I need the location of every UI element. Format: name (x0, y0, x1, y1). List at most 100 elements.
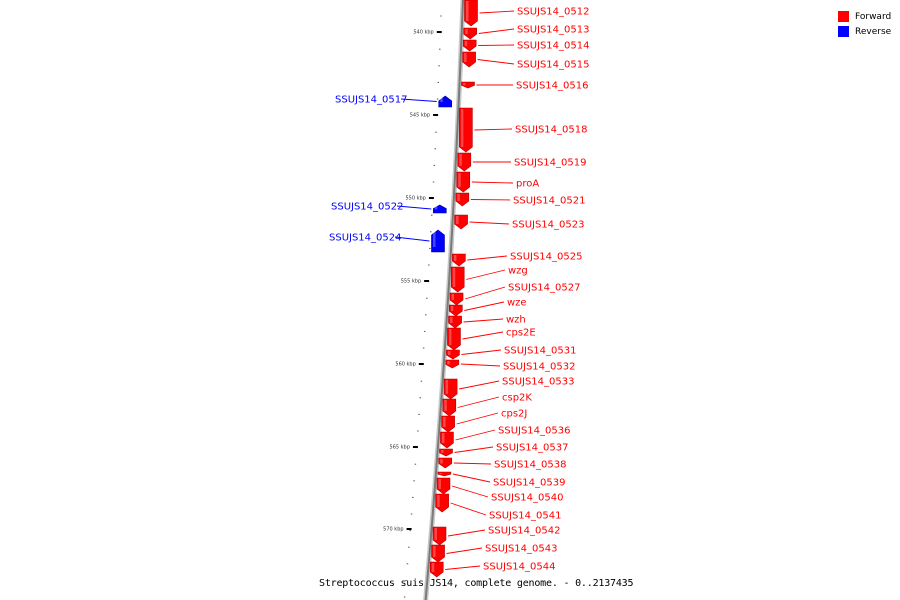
leader-line (455, 429, 496, 441)
tick-label: 570 kbp (383, 527, 403, 533)
leader-line (456, 412, 499, 425)
gene-highlight (453, 255, 457, 261)
gene-highlight (465, 29, 468, 35)
backbone-line (424, 0, 465, 600)
tick-label: 545 kbp (410, 113, 430, 119)
gene-arrow-SSUJS14_0514 (462, 39, 477, 52)
gene-highlight (443, 417, 446, 427)
gene-label-SSUJS14_0544: SSUJS14_0544 (483, 562, 556, 573)
leader-line (462, 331, 504, 340)
gene-arrow-SSUJS14_0524 (431, 229, 445, 253)
gene-highlight (462, 83, 466, 86)
gene-label-SSUJS14_0542: SSUJS14_0542 (488, 526, 561, 537)
gene-highlight (457, 194, 460, 201)
gene-highlight (440, 97, 443, 103)
leader-line (471, 181, 514, 184)
tick-label: 540 kbp (413, 30, 433, 36)
gene-highlight (437, 495, 440, 507)
gene-label-SSUJS14_0517: SSUJS14_0517 (335, 95, 408, 106)
leader-line (474, 128, 513, 131)
gene-arrow-proA (456, 171, 471, 193)
forward-swatch (838, 11, 849, 22)
leader-line (464, 301, 505, 311)
leader-line (478, 28, 515, 34)
gene-arrow-SSUJS14_0543 (431, 544, 445, 563)
gene-highlight (460, 109, 464, 147)
gene-arrow-SSUJS14_0515 (462, 51, 476, 68)
gene-highlight (450, 306, 454, 312)
gene-label-SSUJS14_0512: SSUJS14_0512 (517, 7, 590, 18)
gene-label-SSUJS14_0522: SSUJS14_0522 (331, 202, 404, 213)
gene-arrow-wzg (450, 266, 465, 293)
tick-label: 565 kbp (390, 445, 410, 451)
gene-label-SSUJS14_0532: SSUJS14_0532 (503, 362, 576, 373)
gene-labels: SSUJS14_0512 SSUJS14_0513 SSUJS14_0514 SSUJ… (329, 7, 590, 573)
gene-label-SSUJS14_0539: SSUJS14_0539 (493, 478, 566, 489)
gene-arrow-SSUJS14_0525 (452, 253, 466, 267)
gene-highlight (433, 546, 436, 557)
gene-label-SSUJS14_0519: SSUJS14_0519 (514, 158, 587, 169)
gene-label-cps2J: cps2J (501, 409, 527, 420)
gene-arrow-wze (448, 304, 463, 317)
legend-item-forward: Forward (838, 9, 891, 24)
gene-highlight (452, 268, 456, 287)
gene-highlight (445, 380, 449, 394)
gene-highlight (464, 53, 467, 62)
gene-label-SSUJS14_0531: SSUJS14_0531 (504, 346, 577, 357)
leader-line (451, 485, 489, 498)
gene-highlight (447, 361, 450, 365)
leader-line (479, 10, 515, 14)
gene-label-wze: wze (507, 298, 527, 309)
gene-highlight (438, 479, 441, 489)
gene-arrow-cps2J (441, 415, 455, 433)
gene-arrow-SSUJS14_0544 (429, 561, 444, 578)
gene-arrow-SSUJS14_0518 (459, 107, 473, 153)
legend-label-reverse: Reverse (855, 26, 892, 37)
gene-label-SSUJS14_0513: SSUJS14_0513 (517, 25, 590, 36)
gene-label-csp2K: csp2K (502, 393, 532, 404)
gene-highlight (439, 473, 442, 475)
leader-line (452, 473, 491, 483)
gene-arrow-SSUJS14_0537 (439, 448, 453, 457)
gene-arrow-SSUJS14_0521 (455, 192, 470, 207)
gene-label-SSUJS14_0521: SSUJS14_0521 (513, 196, 586, 207)
leader-line (454, 446, 494, 453)
gene-label-SSUJS14_0543: SSUJS14_0543 (485, 544, 558, 555)
gene-label-SSUJS14_0533: SSUJS14_0533 (502, 377, 575, 388)
leader-line (461, 349, 502, 355)
gene-highlight (434, 206, 438, 210)
gene-arrow-SSUJS14_0536 (440, 431, 454, 449)
gene-arrow-SSUJS14_0516 (461, 81, 475, 89)
gene-highlight (448, 329, 452, 345)
legend-item-reverse: Reverse (838, 24, 891, 39)
gene-arrow-SSUJS14_0523 (454, 214, 468, 230)
leader-line (463, 318, 504, 323)
gene-highlight (441, 433, 445, 443)
gene-label-SSUJS14_0515: SSUJS14_0515 (517, 60, 590, 71)
gene-arrow-SSUJS14_0532 (445, 359, 460, 369)
leader-line (477, 59, 515, 65)
legend-label-forward: Forward (855, 11, 892, 22)
gene-label-cps2E: cps2E (506, 328, 536, 339)
gene-label-SSUJS14_0524: SSUJS14_0524 (329, 233, 402, 244)
leader-line (445, 565, 481, 570)
gene-arrow-SSUJS14_0533 (443, 378, 458, 400)
leader-line (394, 236, 430, 242)
leader-line (478, 44, 515, 46)
reverse-swatch (838, 26, 849, 37)
gene-label-SSUJS14_0536: SSUJS14_0536 (498, 426, 571, 437)
genome-caption: Streptococcus suis JS14, complete genome… (319, 578, 634, 589)
leader-line (469, 221, 510, 225)
leader-line (470, 199, 511, 201)
gene-label-SSUJS14_0514: SSUJS14_0514 (517, 41, 590, 52)
leader-line (460, 363, 501, 367)
gene-arrow-SSUJS14_0519 (457, 152, 472, 172)
gene-arrow-wzh (448, 315, 462, 329)
leader-line (453, 462, 492, 465)
gene-highlight (465, 1, 469, 21)
gene-arrow-SSUJS14_0541 (435, 493, 449, 513)
gene-label-SSUJS14_0523: SSUJS14_0523 (512, 220, 585, 231)
gene-arrow-SSUJS14_0539 (437, 471, 452, 477)
gene-label-SSUJS14_0541: SSUJS14_0541 (489, 511, 562, 522)
gene-highlight (464, 41, 468, 47)
